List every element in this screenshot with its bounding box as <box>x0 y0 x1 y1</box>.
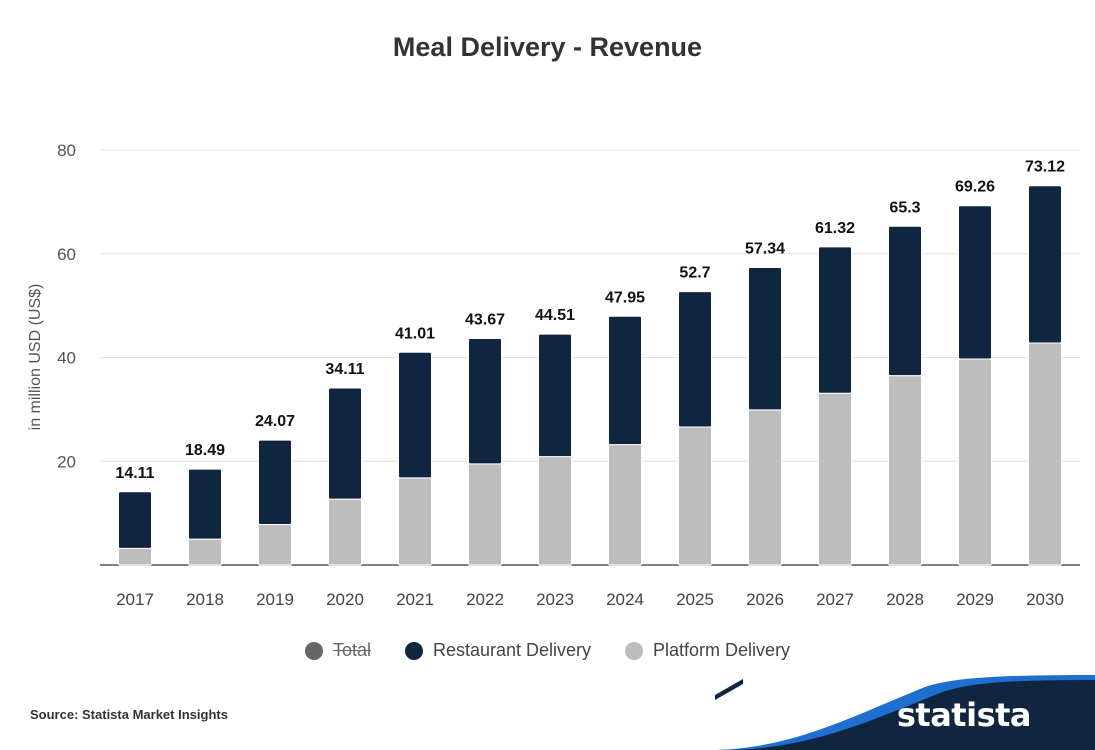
x-tick-label: 2022 <box>466 590 504 609</box>
bar-platform-delivery <box>608 444 642 566</box>
x-tick-label: 2017 <box>116 590 154 609</box>
bar-platform-delivery <box>258 524 292 566</box>
bar-restaurant-delivery <box>538 333 572 458</box>
brand-name: statista <box>896 696 1032 734</box>
x-tick-label: 2018 <box>186 590 224 609</box>
y-tick-label: 40 <box>57 349 76 368</box>
bar-restaurant-delivery <box>468 337 502 465</box>
total-data-label: 41.01 <box>395 325 435 342</box>
bar-restaurant-delivery <box>188 468 222 540</box>
legend: Total Restaurant Delivery Platform Deliv… <box>0 640 1095 661</box>
legend-label: Total <box>332 640 371 660</box>
legend-marker-icon <box>625 641 644 660</box>
bar-restaurant-delivery <box>748 267 782 411</box>
legend-item-restaurant-delivery[interactable]: Restaurant Delivery <box>404 640 592 661</box>
bar-restaurant-delivery <box>678 291 712 428</box>
x-tick-label: 2029 <box>956 590 994 609</box>
chart-title: Meal Delivery - Revenue <box>392 32 703 62</box>
x-tick-label: 2028 <box>886 590 924 609</box>
bar-restaurant-delivery <box>328 387 362 500</box>
total-data-label: 47.95 <box>605 289 645 306</box>
bar-platform-delivery <box>538 456 572 566</box>
bar-platform-delivery <box>888 375 922 566</box>
x-tick-label: 2025 <box>676 590 714 609</box>
legend-label: Restaurant Delivery <box>432 640 592 660</box>
bar-platform-delivery <box>188 538 222 566</box>
statista-mark-icon <box>715 675 743 701</box>
total-data-label: 52.7 <box>679 265 710 282</box>
legend-label: Platform Delivery <box>653 640 791 660</box>
legend-item-total[interactable]: Total <box>304 640 371 661</box>
bar-restaurant-delivery <box>118 491 152 549</box>
x-tick-label: 2019 <box>256 590 294 609</box>
y-tick-label: 80 <box>57 141 76 160</box>
x-tick-label: 2023 <box>536 590 574 609</box>
total-data-label: 61.32 <box>815 220 855 237</box>
bar-platform-delivery <box>958 358 992 566</box>
total-data-label: 18.49 <box>185 442 225 459</box>
x-tick-label: 2024 <box>606 590 644 609</box>
x-tick-label: 2027 <box>816 590 854 609</box>
legend-marker-icon <box>404 641 423 660</box>
total-data-label: 14.11 <box>115 465 154 482</box>
x-tick-label: 2021 <box>396 590 434 609</box>
x-tick-label: 2020 <box>326 590 364 609</box>
x-tick-label: 2030 <box>1026 590 1064 609</box>
bar-chart: 20 40 60 80 14.11 18.49 24.07 34.11 41.01 43.67 4… <box>27 141 1080 609</box>
total-data-label: 43.67 <box>465 311 505 328</box>
y-axis-label: in million USD (US$) <box>27 284 44 431</box>
bar-restaurant-delivery <box>398 351 432 479</box>
total-data-label: 34.11 <box>325 361 364 378</box>
statista-logo[interactable]: statista <box>715 675 1095 750</box>
source-note: Source: Statista Market Insights <box>30 707 228 722</box>
bar-platform-delivery <box>1028 342 1062 566</box>
bar-restaurant-delivery <box>818 246 852 394</box>
bar-platform-delivery <box>678 426 712 566</box>
total-data-label: 73.12 <box>1025 159 1065 176</box>
bar-restaurant-delivery <box>608 315 642 446</box>
bar-restaurant-delivery <box>258 439 292 526</box>
bar-restaurant-delivery <box>888 225 922 377</box>
y-tick-label: 60 <box>57 245 76 264</box>
bar-restaurant-delivery <box>958 205 992 360</box>
bar-platform-delivery <box>818 392 852 566</box>
total-data-label: 69.26 <box>955 179 995 196</box>
x-tick-label: 2026 <box>746 590 784 609</box>
bar-platform-delivery <box>328 498 362 566</box>
y-tick-label: 20 <box>57 452 76 471</box>
total-data-label: 57.34 <box>745 241 785 258</box>
total-data-label: 24.07 <box>255 413 295 430</box>
legend-item-platform-delivery[interactable]: Platform Delivery <box>625 640 790 661</box>
total-data-label: 65.3 <box>889 199 920 216</box>
legend-marker-icon <box>304 641 323 660</box>
total-data-label: 44.51 <box>535 307 575 324</box>
bar-platform-delivery <box>398 477 432 566</box>
bar-platform-delivery <box>748 409 782 566</box>
bar-platform-delivery <box>468 463 502 566</box>
bar-platform-delivery <box>118 547 152 566</box>
bar-restaurant-delivery <box>1028 185 1062 344</box>
brand-wave-icon <box>715 675 1095 750</box>
